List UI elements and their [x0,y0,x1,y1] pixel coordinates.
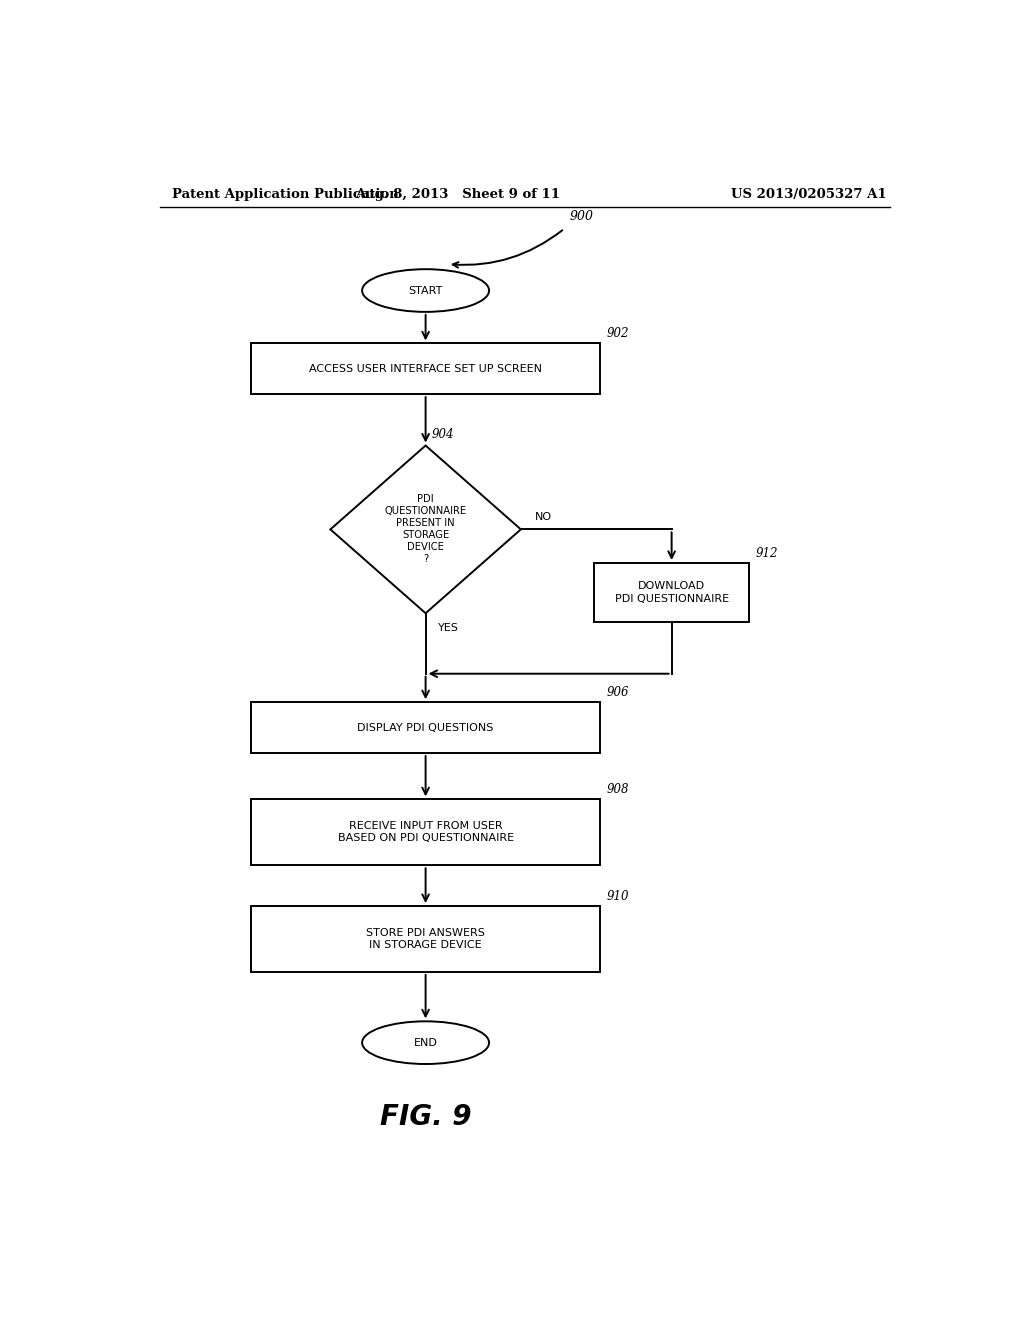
Text: 910: 910 [606,890,629,903]
Text: 904: 904 [432,429,455,441]
Bar [251,906,600,972]
Polygon shape [331,446,521,614]
Bar [251,799,600,866]
Text: DOWNLOAD
PDI QUESTIONNAIRE: DOWNLOAD PDI QUESTIONNAIRE [614,581,729,603]
Text: ACCESS USER INTERFACE SET UP SCREEN: ACCESS USER INTERFACE SET UP SCREEN [309,364,542,374]
Text: STORE PDI ANSWERS
IN STORAGE DEVICE: STORE PDI ANSWERS IN STORAGE DEVICE [367,928,485,950]
Bar [251,702,600,752]
Text: 906: 906 [606,686,629,700]
Bar [594,562,749,622]
Text: RECEIVE INPUT FROM USER
BASED ON PDI QUESTIONNAIRE: RECEIVE INPUT FROM USER BASED ON PDI QUE… [338,821,514,843]
Text: NO: NO [536,512,552,523]
Text: FIG. 9: FIG. 9 [380,1104,471,1131]
Text: DISPLAY PDI QUESTIONS: DISPLAY PDI QUESTIONS [357,722,494,733]
Text: START: START [409,285,442,296]
Ellipse shape [362,269,489,312]
Text: 902: 902 [606,327,629,341]
Text: PDI
QUESTIONNAIRE
PRESENT IN
STORAGE
DEVICE
?: PDI QUESTIONNAIRE PRESENT IN STORAGE DEV… [385,495,467,565]
Text: YES: YES [438,623,459,634]
Text: US 2013/0205327 A1: US 2013/0205327 A1 [731,189,887,202]
Text: 908: 908 [606,783,629,796]
Text: 900: 900 [570,210,594,223]
Text: Patent Application Publication: Patent Application Publication [172,189,398,202]
Text: 912: 912 [756,546,778,560]
Text: END: END [414,1038,437,1048]
Bar [251,343,600,395]
Text: Aug. 8, 2013   Sheet 9 of 11: Aug. 8, 2013 Sheet 9 of 11 [355,189,560,202]
Ellipse shape [362,1022,489,1064]
